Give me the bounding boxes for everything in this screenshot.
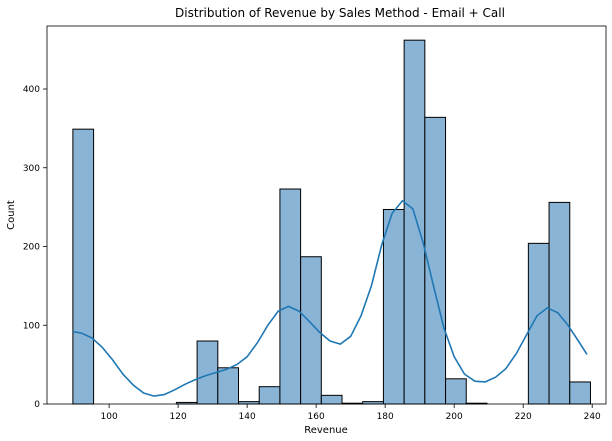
histogram-bar-0 (72, 128, 95, 405)
y-axis-label: Count (6, 200, 17, 230)
y-axis-ticks: 0 100 200 300 400 (23, 85, 47, 410)
x-tick-label: 200 (446, 412, 463, 422)
chart-title: Distribution of Revenue by Sales Method … (175, 6, 505, 20)
x-tick-label: 160 (308, 412, 325, 422)
histogram-bar-23 (548, 201, 571, 405)
y-tick-label: 100 (23, 321, 40, 331)
histogram-bar-16 (403, 39, 426, 405)
x-tick-label: 140 (239, 412, 256, 422)
x-axis-label: Revenue (304, 425, 348, 436)
histogram-bars (72, 39, 591, 405)
histogram-bar-22 (527, 242, 550, 405)
x-tick-label: 240 (584, 412, 601, 422)
histogram-bar-18 (445, 378, 467, 405)
y-tick-label: 200 (23, 243, 40, 253)
y-tick-label: 400 (23, 85, 40, 95)
x-axis-ticks: 100 120 140 160 180 200 220 240 (101, 404, 601, 422)
kde-curve (72, 199, 588, 397)
histogram-bar-15 (382, 208, 405, 405)
histogram-bar-9 (258, 386, 281, 405)
y-tick-label: 0 (34, 400, 40, 410)
histogram-bar-24 (569, 381, 591, 405)
x-tick-label: 100 (101, 412, 118, 422)
y-tick-label: 300 (23, 164, 40, 174)
plot-frame (46, 25, 607, 405)
x-tick-label: 120 (170, 412, 187, 422)
histogram-bar-10 (279, 188, 302, 405)
histogram-bar-7 (217, 367, 240, 405)
x-tick-label: 180 (377, 412, 394, 422)
x-tick-label: 220 (515, 412, 532, 422)
histogram-bar-12 (320, 394, 343, 405)
